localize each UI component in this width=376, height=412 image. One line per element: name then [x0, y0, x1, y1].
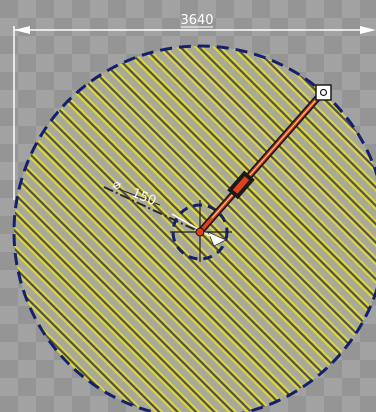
square-grip-handle-icon[interactable] [315, 84, 332, 101]
direction-arrow[interactable] [196, 89, 326, 236]
radius-leader[interactable]: ⌀ 150 [103, 177, 201, 233]
disc-outline[interactable] [12, 44, 376, 412]
dimension-arrow-right [360, 26, 376, 34]
dimension-span-label: 3640 [180, 13, 213, 28]
top-dimension[interactable]: 3640 [13, 13, 376, 200]
arrow-grip-inner [232, 176, 250, 194]
radius-label-underline [115, 187, 161, 206]
arrow-shaft-highlight [211, 99, 317, 219]
center-arrowhead [207, 231, 227, 247]
pivot-icon[interactable] [195, 227, 205, 237]
dimension-arrow-left [14, 26, 30, 34]
